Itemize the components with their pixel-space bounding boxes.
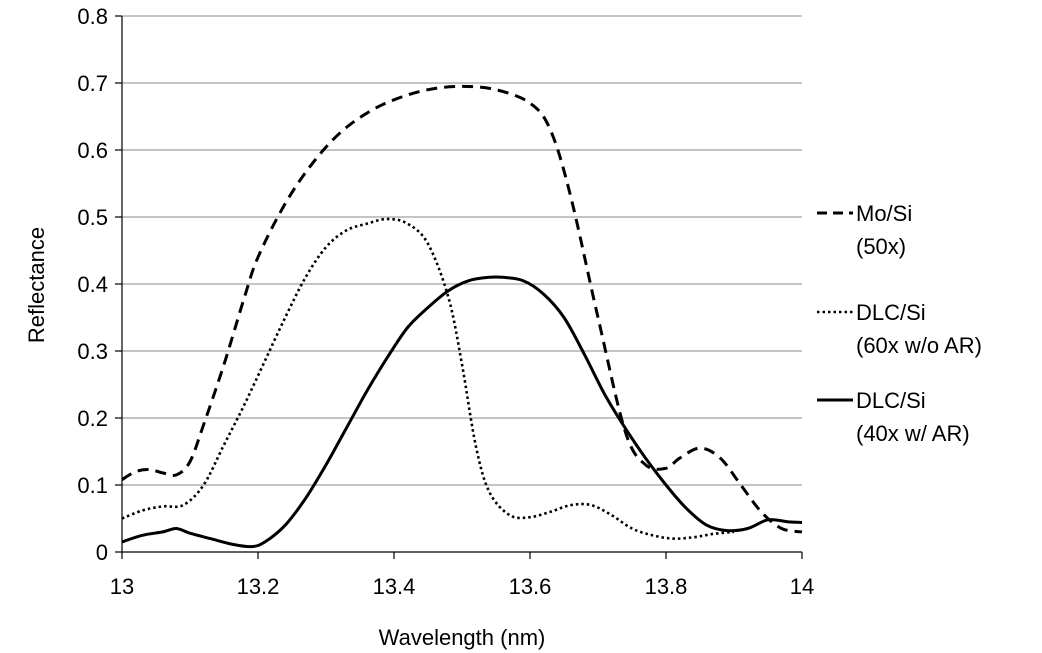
x-axis-title: Wavelength (nm) [379, 625, 546, 650]
series-line-2 [121, 275, 803, 549]
legend-label-2-line1: DLC/Si [856, 388, 926, 413]
legend-label-1-line1: DLC/Si [856, 300, 926, 325]
x-tick-label-0: 13 [110, 574, 134, 599]
y-tick-label-8: 0.8 [77, 4, 108, 29]
axes [115, 15, 803, 559]
y-tick-label-6: 0.6 [77, 138, 108, 163]
x-tick-labels: 13 13.2 13.4 13.6 13.8 14 [110, 574, 814, 599]
y-tick-labels: 0 0.1 0.2 0.3 0.4 0.5 0.6 0.7 0.8 [77, 4, 108, 565]
y-axis-title: Reflectance [24, 227, 49, 343]
x-tick-label-5: 14 [790, 574, 814, 599]
grid-lines [122, 15, 802, 486]
series-line-1 [121, 217, 735, 540]
y-tick-label-3: 0.3 [77, 339, 108, 364]
x-tick-label-4: 13.8 [645, 574, 688, 599]
series-lines [121, 84, 803, 549]
series-line-0 [121, 84, 803, 534]
y-tick-label-2: 0.2 [77, 406, 108, 431]
y-tick-label-4: 0.4 [77, 272, 108, 297]
legend-label-1-line2: (60x w/o AR) [856, 333, 982, 358]
x-tick-label-1: 13.2 [237, 574, 280, 599]
legend-label-0-line2: (50x) [856, 234, 906, 259]
y-tick-label-0: 0 [96, 540, 108, 565]
legend: Mo/Si (50x) DLC/Si (60x w/o AR) DLC/Si (40x w… [817, 201, 982, 446]
y-tick-label-7: 0.7 [77, 71, 108, 96]
x-tick-label-2: 13.4 [373, 574, 416, 599]
legend-label-2-line2: (40x w/ AR) [856, 421, 970, 446]
legend-label-0-line1: Mo/Si [856, 201, 912, 226]
y-tick-label-1: 0.1 [77, 473, 108, 498]
y-tick-label-5: 0.5 [77, 205, 108, 230]
x-tick-label-3: 13.6 [509, 574, 552, 599]
